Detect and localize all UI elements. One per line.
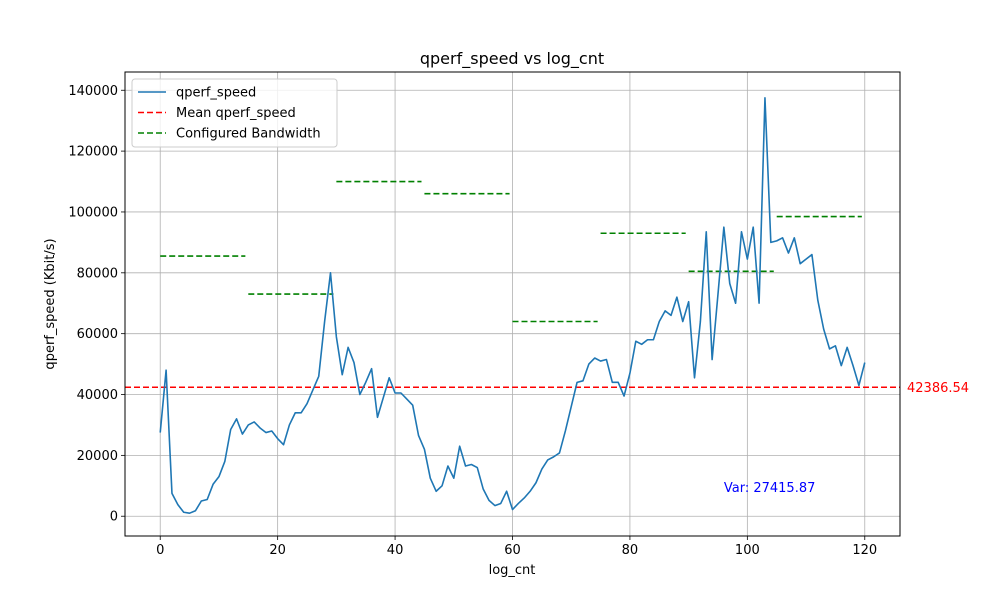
chart-title: qperf_speed vs log_cnt: [420, 49, 604, 69]
y-axis-label: qperf_speed (Kbit/s): [43, 238, 58, 369]
legend-label-configured: Configured Bandwidth: [176, 127, 321, 142]
y-tick-label: 140000: [68, 84, 118, 99]
variance-label: Var: 27415.87: [724, 481, 816, 496]
y-tick-label: 80000: [77, 266, 118, 281]
y-tick-label: 0: [110, 510, 118, 525]
x-tick-label: 120: [852, 543, 877, 558]
legend-box: [131, 78, 338, 148]
legend: qperf_speed Mean qperf_speed Configured …: [131, 78, 338, 148]
x-axis-label: log_cnt: [489, 563, 536, 578]
x-tick-label: 0: [156, 543, 164, 558]
y-tick-label: 60000: [77, 327, 118, 342]
x-tick-label: 40: [387, 543, 404, 558]
qperf-speed-line: [159, 97, 866, 514]
x-axis-ticks: 0 20 40 60 80 100 120: [156, 536, 877, 558]
y-tick-label: 100000: [68, 205, 118, 220]
legend-label-mean: Mean qperf_speed: [176, 106, 296, 121]
y-axis-ticks: 0 20000 40000 60000 80000 100000 120000 140000: [68, 84, 125, 525]
x-tick-label: 80: [622, 543, 639, 558]
y-tick-label: 40000: [77, 388, 118, 403]
x-tick-label: 20: [269, 543, 286, 558]
y-tick-label: 20000: [77, 449, 118, 464]
y-tick-label: 120000: [68, 145, 118, 160]
configured-bandwidth-lines: [160, 180, 862, 323]
x-tick-label: 100: [735, 543, 760, 558]
legend-label-speed: qperf_speed: [176, 86, 256, 101]
mean-value-label: 42386.54: [907, 381, 969, 396]
x-tick-label: 60: [504, 543, 521, 558]
